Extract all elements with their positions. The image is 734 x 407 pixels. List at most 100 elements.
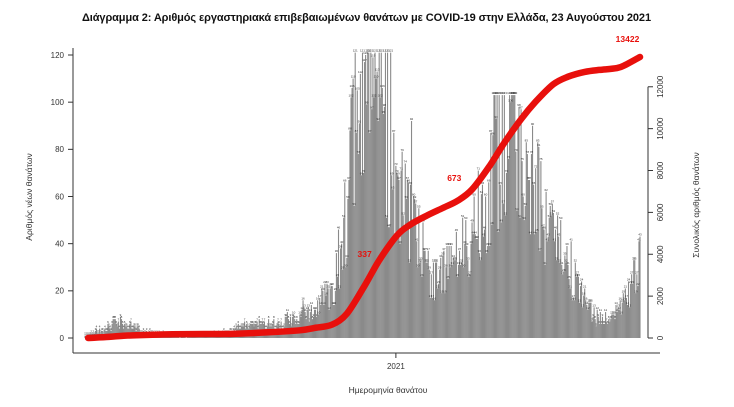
svg-text:36: 36 [478,249,482,253]
svg-text:5: 5 [253,322,255,326]
svg-text:4: 4 [236,325,238,329]
svg-text:10: 10 [610,311,614,315]
svg-text:97: 97 [519,105,523,109]
svg-text:11: 11 [615,308,618,312]
svg-text:16: 16 [623,296,627,300]
svg-text:10: 10 [620,311,624,315]
svg-text:38: 38 [339,244,343,248]
svg-text:25: 25 [446,275,450,279]
svg-text:25: 25 [567,275,571,279]
svg-text:13: 13 [628,303,632,307]
svg-text:37: 37 [422,247,426,251]
svg-text:69: 69 [360,171,364,175]
svg-text:12: 12 [586,306,590,310]
svg-text:16: 16 [316,296,320,300]
svg-text:41: 41 [415,237,419,241]
svg-text:103: 103 [512,91,517,95]
svg-text:31: 31 [451,261,455,265]
svg-text:6: 6 [107,320,109,324]
svg-text:33: 33 [633,256,637,260]
svg-text:36: 36 [335,249,339,253]
svg-text:5: 5 [276,322,278,326]
svg-text:2: 2 [142,329,144,333]
svg-text:2: 2 [93,329,95,333]
svg-text:56: 56 [524,202,528,206]
svg-text:46: 46 [554,226,558,230]
svg-text:52: 52 [402,211,406,215]
svg-text:74: 74 [404,160,408,164]
svg-text:6: 6 [238,320,240,324]
svg-text:7: 7 [591,318,593,322]
left-axis: 0 20 40 60 80 100 120 Αριθμός νέων θανάτων [24,48,74,353]
svg-text:6: 6 [598,320,600,324]
svg-text:4: 4 [240,325,242,329]
svg-text:4: 4 [275,325,277,329]
svg-text:8: 8 [112,315,114,319]
svg-text:3: 3 [110,327,112,331]
svg-text:110: 110 [374,75,379,79]
svg-text:4: 4 [266,325,268,329]
svg-text:8: 8 [268,315,270,319]
svg-text:99: 99 [365,101,369,105]
svg-text:6: 6 [260,320,262,324]
svg-text:1: 1 [89,332,91,336]
svg-text:24: 24 [580,278,584,282]
svg-text:52: 52 [550,211,554,215]
svg-text:12: 12 [327,306,331,310]
svg-text:46: 46 [542,226,546,230]
svg-text:5: 5 [242,322,244,326]
svg-text:62: 62 [544,188,548,192]
svg-text:6: 6 [122,320,124,324]
svg-text:78: 78 [526,150,530,154]
svg-text:5: 5 [133,322,135,326]
svg-text:12: 12 [596,306,600,310]
svg-text:71: 71 [477,167,481,171]
svg-text:86: 86 [491,131,495,135]
svg-text:4: 4 [274,325,276,329]
svg-text:5: 5 [269,322,271,326]
svg-text:7: 7 [280,318,282,322]
svg-text:12: 12 [300,306,304,310]
svg-text:51: 51 [385,214,389,218]
svg-text:12000: 12000 [656,75,665,98]
svg-text:2: 2 [144,329,146,333]
svg-text:6: 6 [111,320,113,324]
svg-text:57: 57 [551,200,555,204]
svg-text:36: 36 [485,249,489,253]
svg-text:5: 5 [126,322,128,326]
svg-text:4: 4 [123,325,125,329]
svg-text:4: 4 [281,325,283,329]
svg-text:50: 50 [559,216,563,220]
svg-text:100: 100 [51,98,65,107]
svg-text:54: 54 [515,207,519,211]
svg-text:45: 45 [455,228,459,232]
svg-text:1: 1 [84,332,86,336]
svg-text:45: 45 [496,228,500,232]
svg-text:14: 14 [626,301,630,305]
svg-text:22: 22 [579,282,583,286]
svg-text:121: 121 [373,49,378,53]
svg-text:6: 6 [601,320,603,324]
annotation-673: 673 [447,173,461,183]
svg-text:52: 52 [504,211,508,215]
svg-text:2: 2 [150,329,152,333]
svg-text:42: 42 [476,235,480,239]
svg-text:33: 33 [466,256,470,260]
svg-text:0: 0 [656,335,665,340]
svg-text:3: 3 [234,327,236,331]
svg-text:17: 17 [572,294,576,298]
svg-text:4: 4 [265,325,267,329]
svg-text:81: 81 [537,143,541,147]
cumulative-deaths-line [84,53,644,342]
svg-text:2: 2 [139,329,141,333]
svg-text:3: 3 [106,327,108,331]
svg-text:40: 40 [398,240,402,244]
svg-text:67: 67 [527,176,531,180]
svg-text:103: 103 [509,91,514,95]
svg-text:55: 55 [540,204,544,208]
svg-text:28: 28 [562,268,566,272]
svg-text:4: 4 [104,325,106,329]
svg-text:6: 6 [263,320,265,324]
